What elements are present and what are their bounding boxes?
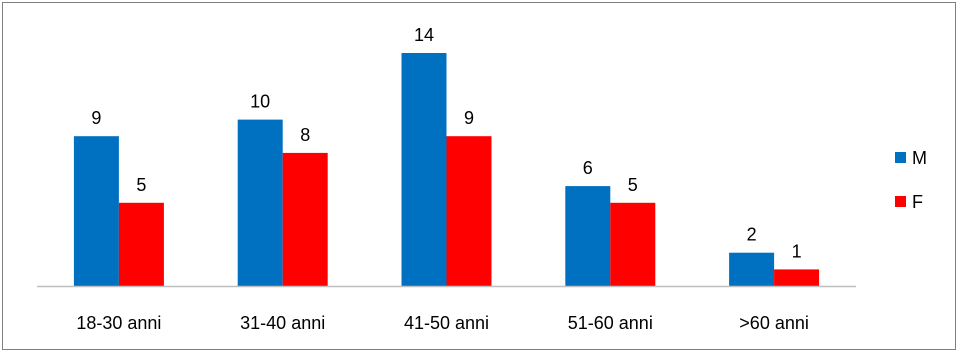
value-label-m-5: 2 bbox=[747, 225, 757, 245]
bar-f-2 bbox=[282, 152, 328, 286]
bar-m-2 bbox=[237, 119, 283, 286]
value-label-m-3: 14 bbox=[414, 25, 434, 45]
x-tick-label-4: 51-60 anni bbox=[568, 313, 653, 333]
x-tick-label-1: 18-30 anni bbox=[76, 313, 161, 333]
bar-f-4 bbox=[610, 202, 656, 286]
legend-swatch-m bbox=[895, 152, 906, 163]
bar-m-1 bbox=[73, 136, 119, 286]
legend-swatch-f bbox=[895, 196, 906, 207]
bars-layer bbox=[73, 53, 820, 286]
bar-f-5 bbox=[774, 269, 820, 286]
x-tick-label-3: 41-50 anni bbox=[404, 313, 489, 333]
value-label-m-2: 10 bbox=[250, 92, 270, 112]
value-label-f-2: 8 bbox=[300, 125, 310, 145]
x-tick-labels-layer: 18-30 anni 31-40 anni 41-50 anni 51-60 anni… bbox=[76, 313, 809, 333]
bar-m-4 bbox=[565, 186, 611, 286]
bar-f-1 bbox=[118, 202, 164, 286]
value-label-f-3: 9 bbox=[464, 108, 474, 128]
bar-m-5 bbox=[729, 252, 775, 286]
x-tick-label-5: >60 anni bbox=[739, 313, 809, 333]
x-tick-label-2: 31-40 anni bbox=[240, 313, 325, 333]
value-label-m-1: 9 bbox=[91, 108, 101, 128]
value-label-f-1: 5 bbox=[136, 175, 146, 195]
bar-m-3 bbox=[401, 53, 447, 286]
value-labels-layer: 9 5 10 8 14 9 6 5 2 1 bbox=[91, 25, 801, 261]
value-label-m-4: 6 bbox=[583, 158, 593, 178]
bar-f-3 bbox=[446, 136, 492, 286]
legend: MF bbox=[895, 148, 927, 212]
value-label-f-5: 1 bbox=[792, 241, 802, 261]
legend-label-m: M bbox=[912, 148, 927, 168]
legend-label-f: F bbox=[912, 192, 923, 212]
value-label-f-4: 5 bbox=[628, 175, 638, 195]
